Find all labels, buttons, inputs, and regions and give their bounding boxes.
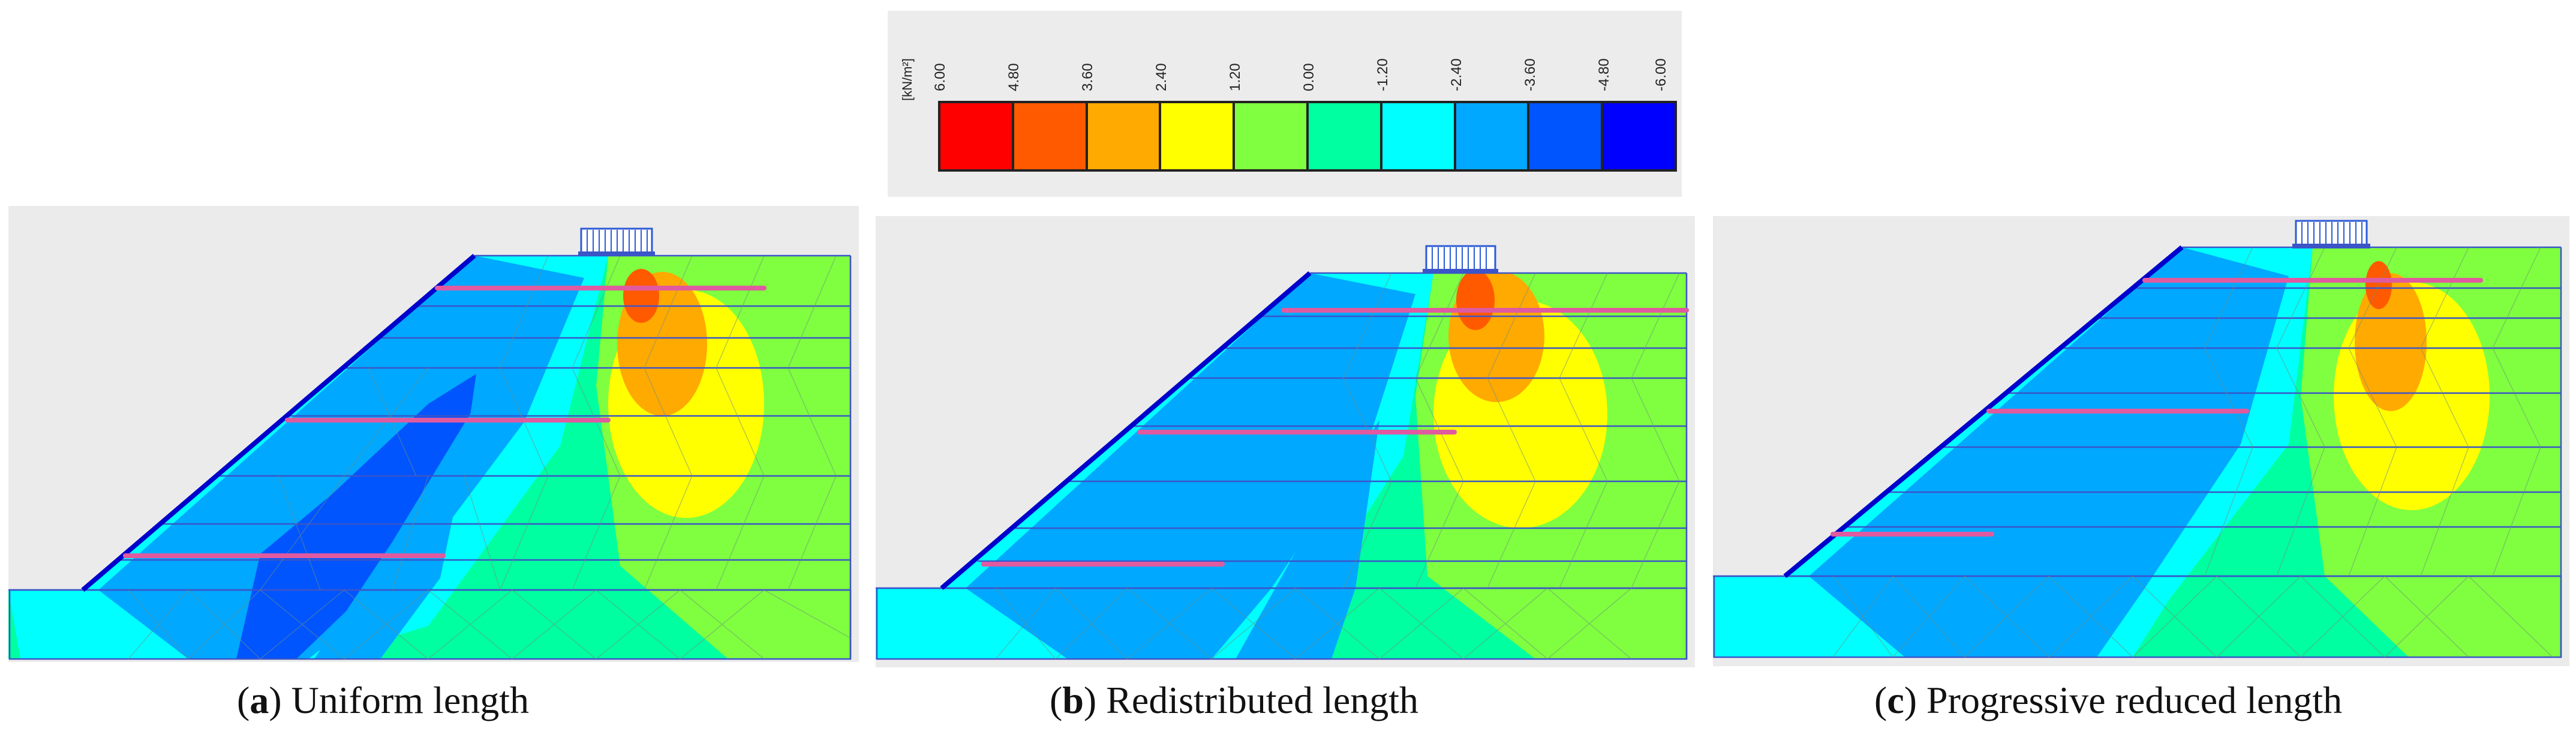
legend-tick: 1.20 (1227, 63, 1243, 91)
legend-swatch (1014, 103, 1088, 169)
legend-tick: 2.40 (1153, 63, 1170, 91)
legend-swatch (1603, 103, 1675, 169)
caption-title: Uniform length (291, 679, 529, 721)
legend-swatch (1161, 103, 1236, 169)
caption-title: Progressive reduced length (1926, 679, 2343, 721)
legend-tick: 6.00 (932, 63, 948, 91)
legend-tick: -1.20 (1375, 58, 1391, 91)
legend-swatch (1382, 103, 1456, 169)
legend-swatch (1235, 103, 1309, 169)
legend-tick: -2.40 (1448, 58, 1465, 91)
legend-tick: 4.80 (1006, 63, 1022, 91)
caption-letter: b (1062, 679, 1084, 721)
legend-tick: -3.60 (1522, 58, 1538, 91)
color-legend: [kN/m²] 6.00 4.80 3.60 2.40 1.20 0.00 -1… (888, 11, 1682, 197)
legend-ticks: 6.00 4.80 3.60 2.40 1.20 0.00 -1.20 -2.4… (932, 13, 1677, 97)
caption-a: (a) Uniform length (237, 679, 529, 721)
legend-swatch (1087, 103, 1162, 169)
stress-contour-plot (876, 216, 1695, 660)
legend-swatch (940, 103, 1014, 169)
stress-contour-plot (1713, 216, 2569, 658)
legend-tick: -4.80 (1596, 58, 1612, 91)
legend-tick: -6.00 (1653, 58, 1669, 91)
caption-c: (c) Progressive reduced length (1874, 679, 2343, 721)
stress-contour-plot (8, 206, 859, 660)
legend-color-bar (938, 101, 1677, 172)
legend-tick: 3.60 (1080, 63, 1096, 91)
legend-swatch (1456, 103, 1530, 169)
caption-letter: c (1887, 679, 1904, 721)
legend-unit: [kN/m²] (900, 58, 915, 101)
caption-b: (b) Redistributed length (1050, 679, 1419, 721)
caption-title: Redistributed length (1106, 679, 1419, 721)
legend-swatch (1308, 103, 1382, 169)
legend-tick: 0.00 (1301, 63, 1317, 91)
panel-progressive-reduced-length (1713, 216, 2569, 666)
panel-redistributed-length (876, 216, 1695, 667)
panel-uniform-length (8, 206, 859, 662)
legend-swatch (1529, 103, 1604, 169)
caption-letter: a (250, 679, 269, 721)
